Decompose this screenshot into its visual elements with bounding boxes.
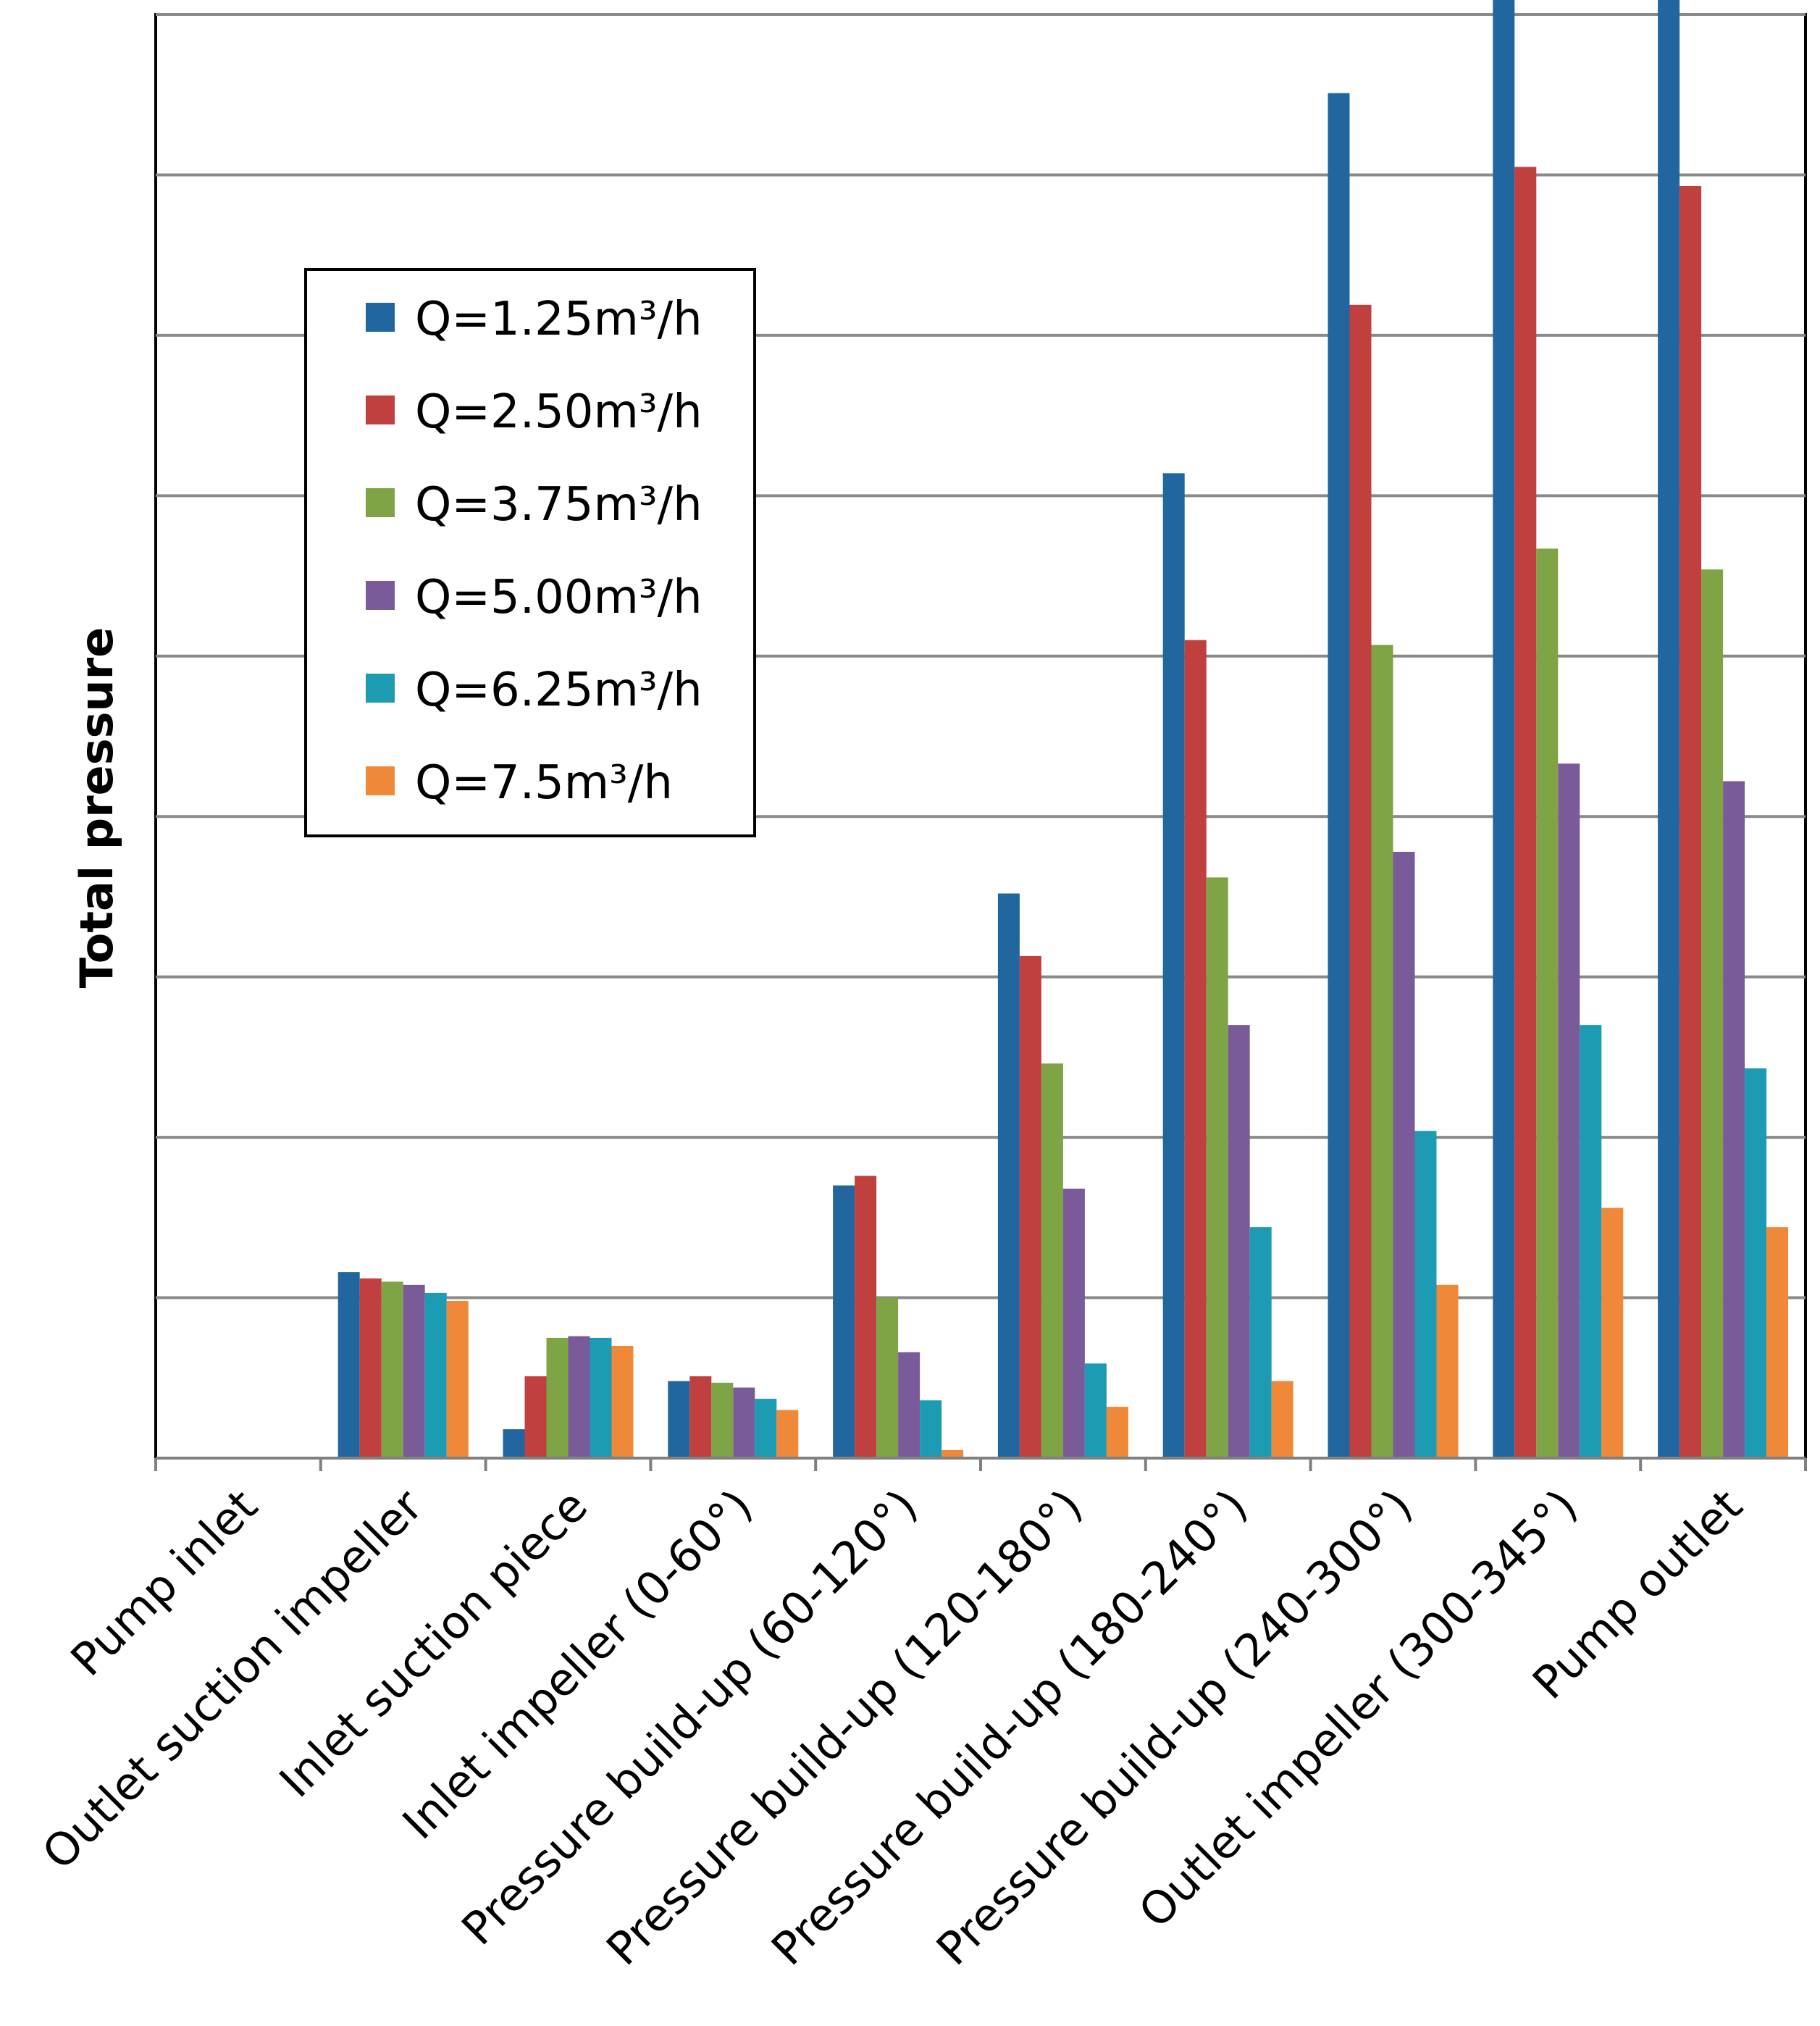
bar [1701,569,1724,1458]
bar [997,893,1020,1458]
legend-label: Q=5.00m³/h [415,571,703,624]
bar [1536,548,1559,1459]
legend-swatch [366,674,395,703]
legend: Q=1.25m³/h Q=2.50m³/h Q=3.75m³/h Q=5.00m³/h… [304,268,756,837]
bar [446,1300,469,1458]
legend-swatch [366,303,395,332]
bar [1206,877,1228,1458]
bar [776,1410,799,1458]
bar [1723,781,1745,1458]
bar [1328,93,1350,1458]
bar [590,1337,612,1458]
legend-label: Q=1.25m³/h [415,293,703,346]
legend-box [304,268,756,837]
bar [1580,1025,1602,1458]
bar [403,1284,425,1458]
bar [1041,1063,1063,1458]
legend-swatch [366,488,395,517]
bar [1084,1363,1107,1458]
bar [337,1272,360,1458]
legend-label: Q=3.75m³/h [415,478,703,532]
bar [1745,1068,1767,1458]
bar [876,1297,899,1458]
legend-label: Q=7.5m³/h [415,756,673,810]
bar [689,1376,712,1458]
x-ticks [154,1458,1807,1471]
bar [755,1399,777,1458]
bar [855,1176,877,1458]
bar [1393,851,1415,1458]
bar [1106,1407,1128,1458]
legend-swatch [366,581,395,610]
bar [833,1185,855,1458]
bar [1658,0,1680,1458]
bar [1184,640,1207,1459]
bar [1601,1207,1624,1458]
bar [920,1400,942,1458]
bar [546,1337,569,1458]
bar [1062,1188,1085,1458]
bar [1766,1227,1789,1458]
bar [711,1382,734,1458]
bar [1679,185,1702,1458]
bar [1493,0,1515,1458]
legend-swatch [366,395,395,424]
bars [337,0,1789,1459]
bar [524,1376,547,1458]
bar [1371,645,1393,1459]
bar [1162,473,1185,1459]
bar [1349,304,1372,1458]
bar [568,1336,590,1458]
bar [1228,1025,1250,1458]
y-axis-label: Total pressure [70,627,123,989]
bar [733,1387,755,1458]
legend-label: Q=6.25m³/h [415,664,703,717]
legend-label: Q=2.50m³/h [415,385,703,439]
bar [359,1278,382,1458]
bar [898,1352,921,1458]
bar [1514,167,1537,1459]
legend-swatch [366,766,395,795]
bar [611,1345,634,1458]
bar [1436,1284,1459,1458]
bar [1414,1131,1437,1458]
bar [381,1281,403,1458]
bar [1249,1227,1272,1458]
x-tick-label: Inlet suction piece [269,1479,597,1807]
bar [1558,763,1580,1458]
bar [1271,1381,1293,1458]
bar [1019,955,1041,1458]
bar [424,1292,447,1458]
bar [503,1429,525,1458]
bar [942,1449,964,1458]
bar [668,1381,690,1458]
